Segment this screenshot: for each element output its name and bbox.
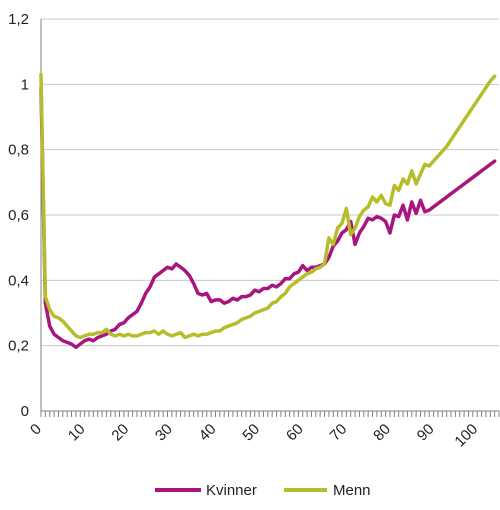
x-tick-label: 0: [27, 421, 45, 439]
x-tick-label: 50: [239, 421, 263, 445]
x-tick-label: 20: [108, 421, 132, 445]
x-tick-label: 90: [414, 421, 438, 445]
y-tick-label: 0,4: [8, 272, 29, 289]
x-tick-label: 40: [196, 421, 220, 445]
y-tick-label: 0,2: [8, 338, 29, 355]
x-tick-label: 100: [451, 421, 481, 451]
y-tick-label: 0,8: [8, 142, 29, 159]
y-tick-label: 0: [21, 403, 29, 420]
legend-label-menn: Menn: [333, 482, 371, 499]
legend: Kvinner Menn: [155, 482, 371, 499]
y-tick-label: 0,6: [8, 207, 29, 224]
series-lines: [39, 72, 497, 350]
x-tick-label: 30: [152, 421, 176, 445]
horizontal-gridlines: [41, 18, 499, 347]
series-line-kvinner: [39, 85, 497, 350]
series-line-menn: [39, 72, 497, 340]
x-tick-label: 60: [283, 421, 307, 445]
y-tick-label: 1: [21, 76, 29, 93]
legend-label-kvinner: Kvinner: [206, 482, 257, 499]
x-tick-label: 80: [370, 421, 394, 445]
y-tick-label: 1,2: [8, 11, 29, 28]
x-tick-label: 10: [65, 421, 89, 445]
x-axis: 0 10 20 30 40 50 60 70 80 90 100: [27, 410, 500, 451]
y-axis: 0 0,2 0,4 0,6 0,8 1 1,2: [8, 11, 42, 420]
x-tick-label: 70: [327, 421, 351, 445]
